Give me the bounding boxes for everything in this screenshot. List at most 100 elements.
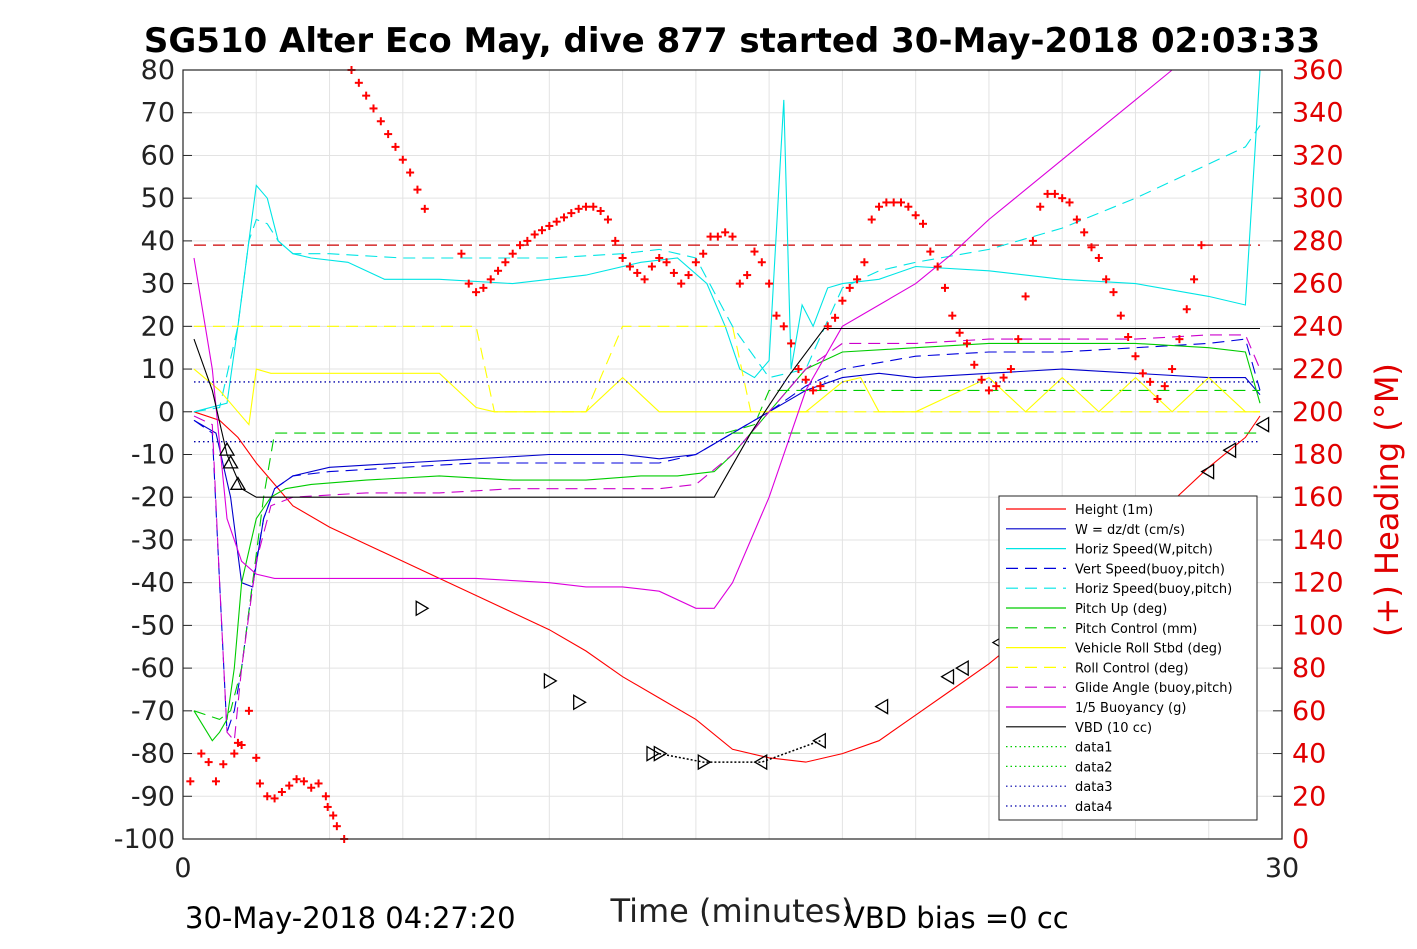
left-tick-label: 70 <box>141 98 175 129</box>
heading-point <box>948 311 957 320</box>
right-tick-label: 60 <box>1292 696 1326 727</box>
heading-point <box>479 283 488 292</box>
triangle-marker <box>415 600 430 617</box>
right-tick-label: 360 <box>1292 55 1344 86</box>
heading-point <box>1190 275 1199 284</box>
left-tick-label: 40 <box>141 226 175 257</box>
heading-point <box>420 204 429 213</box>
heading-point <box>299 777 308 786</box>
footer-vbd-bias: VBD bias =0 cc <box>845 901 1069 935</box>
legend-label: data3 <box>1075 780 1113 795</box>
heading-point <box>647 262 656 271</box>
heading-point <box>538 226 547 235</box>
heading-point <box>999 373 1008 382</box>
left-tick-label: 30 <box>141 269 175 300</box>
heading-point <box>1058 194 1067 203</box>
triangle-marker <box>218 441 236 456</box>
heading-point <box>970 360 979 369</box>
heading-point <box>801 375 810 384</box>
legend-label: 1/5 Buoyancy (g) <box>1075 701 1186 716</box>
heading-point <box>369 104 378 113</box>
heading-point <box>230 749 239 758</box>
heading-point <box>1109 288 1118 297</box>
legend-item: Vehicle Roll Stbd (deg) <box>1006 642 1222 657</box>
heading-point <box>757 258 766 267</box>
legend-item: Pitch Control (mm) <box>1006 622 1197 637</box>
heading-point <box>508 249 517 258</box>
x-tick-label: 0 <box>174 853 191 884</box>
heading-point <box>332 822 341 831</box>
left-tick-label: -50 <box>131 610 175 641</box>
legend-label: Pitch Control (mm) <box>1075 622 1197 637</box>
heading-point <box>285 781 294 790</box>
heading-point <box>926 247 935 256</box>
series-line-vert-speed-buoy-pitch <box>193 338 1261 733</box>
heading-point <box>977 375 986 384</box>
right-tick-label: 40 <box>1292 739 1326 770</box>
heading-point <box>640 275 649 284</box>
heading-point <box>677 279 686 288</box>
heading-point <box>406 168 415 177</box>
heading-point <box>867 215 876 224</box>
heading-point <box>1197 241 1206 250</box>
series-line-glide-angle-buoy-pitch <box>193 334 1261 743</box>
heading-point <box>735 279 744 288</box>
heading-point <box>292 775 301 784</box>
legend-label: data4 <box>1075 800 1113 815</box>
right-tick-label: 120 <box>1292 568 1344 599</box>
legend: Height (1m) W = dz/dt (cm/s) Horiz Speed(W… <box>998 495 1258 821</box>
heading-point <box>197 749 206 758</box>
triangle-marker <box>543 672 558 690</box>
legend-items: Height (1m) W = dz/dt (cm/s) Horiz Speed(W… <box>1006 503 1233 815</box>
heading-point <box>581 202 590 211</box>
heading-point <box>838 296 847 305</box>
legend-label: Horiz Speed(buoy,pitch) <box>1075 582 1232 597</box>
heading-point <box>354 78 363 87</box>
left-tick-label: 10 <box>141 354 175 385</box>
legend-item: 1/5 Buoyancy (g) <box>1006 701 1186 716</box>
heading-point <box>255 779 264 788</box>
heading-point <box>596 206 605 215</box>
heading-point <box>860 258 869 267</box>
heading-point <box>699 249 708 258</box>
heading-point <box>1146 377 1155 386</box>
heading-point <box>186 777 195 786</box>
left-tick-label: 60 <box>141 140 175 171</box>
heading-point <box>1080 228 1089 237</box>
heading-point <box>1182 305 1191 314</box>
heading-point <box>1124 333 1133 342</box>
legend-item: Horiz Speed(W,pitch) <box>1006 543 1213 558</box>
heading-point <box>728 232 737 241</box>
triangle-marker <box>1222 442 1237 459</box>
right-tick-label: 200 <box>1292 397 1344 428</box>
heading-point <box>911 211 920 220</box>
x-axis-label: Time (minutes) <box>610 892 854 930</box>
legend-item: data3 <box>1006 780 1113 795</box>
right-tick-label: 80 <box>1292 653 1326 684</box>
heading-point <box>992 382 1001 391</box>
heading-point <box>823 322 832 331</box>
legend-item: Vert Speed(buoy,pitch) <box>1006 562 1225 577</box>
heading-point <box>589 202 598 211</box>
heading-point <box>457 249 466 258</box>
right-tick-label: 220 <box>1292 354 1344 385</box>
heading-point <box>809 386 818 395</box>
footer-timestamp: 30-May-2018 04:27:20 <box>185 901 516 935</box>
legend-label: Height (1m) <box>1075 503 1153 518</box>
series-line-pitch-control-mm <box>193 432 1260 721</box>
heading-point <box>552 217 561 226</box>
heading-point <box>765 279 774 288</box>
series-line-horiz-speed-buoy-pitch <box>193 125 1261 413</box>
left-tick-label: 20 <box>141 311 175 342</box>
heading-point <box>713 232 722 241</box>
heading-point <box>779 322 788 331</box>
heading-point <box>523 236 532 245</box>
legend-item: Roll Control (deg) <box>1006 661 1189 676</box>
series-line-roll-control-deg <box>194 325 1260 413</box>
heading-point <box>219 760 228 769</box>
left-tick-label: -20 <box>131 482 175 513</box>
heading-point <box>574 204 583 213</box>
heading-point <box>1160 382 1169 391</box>
triangle-marker <box>697 753 712 771</box>
